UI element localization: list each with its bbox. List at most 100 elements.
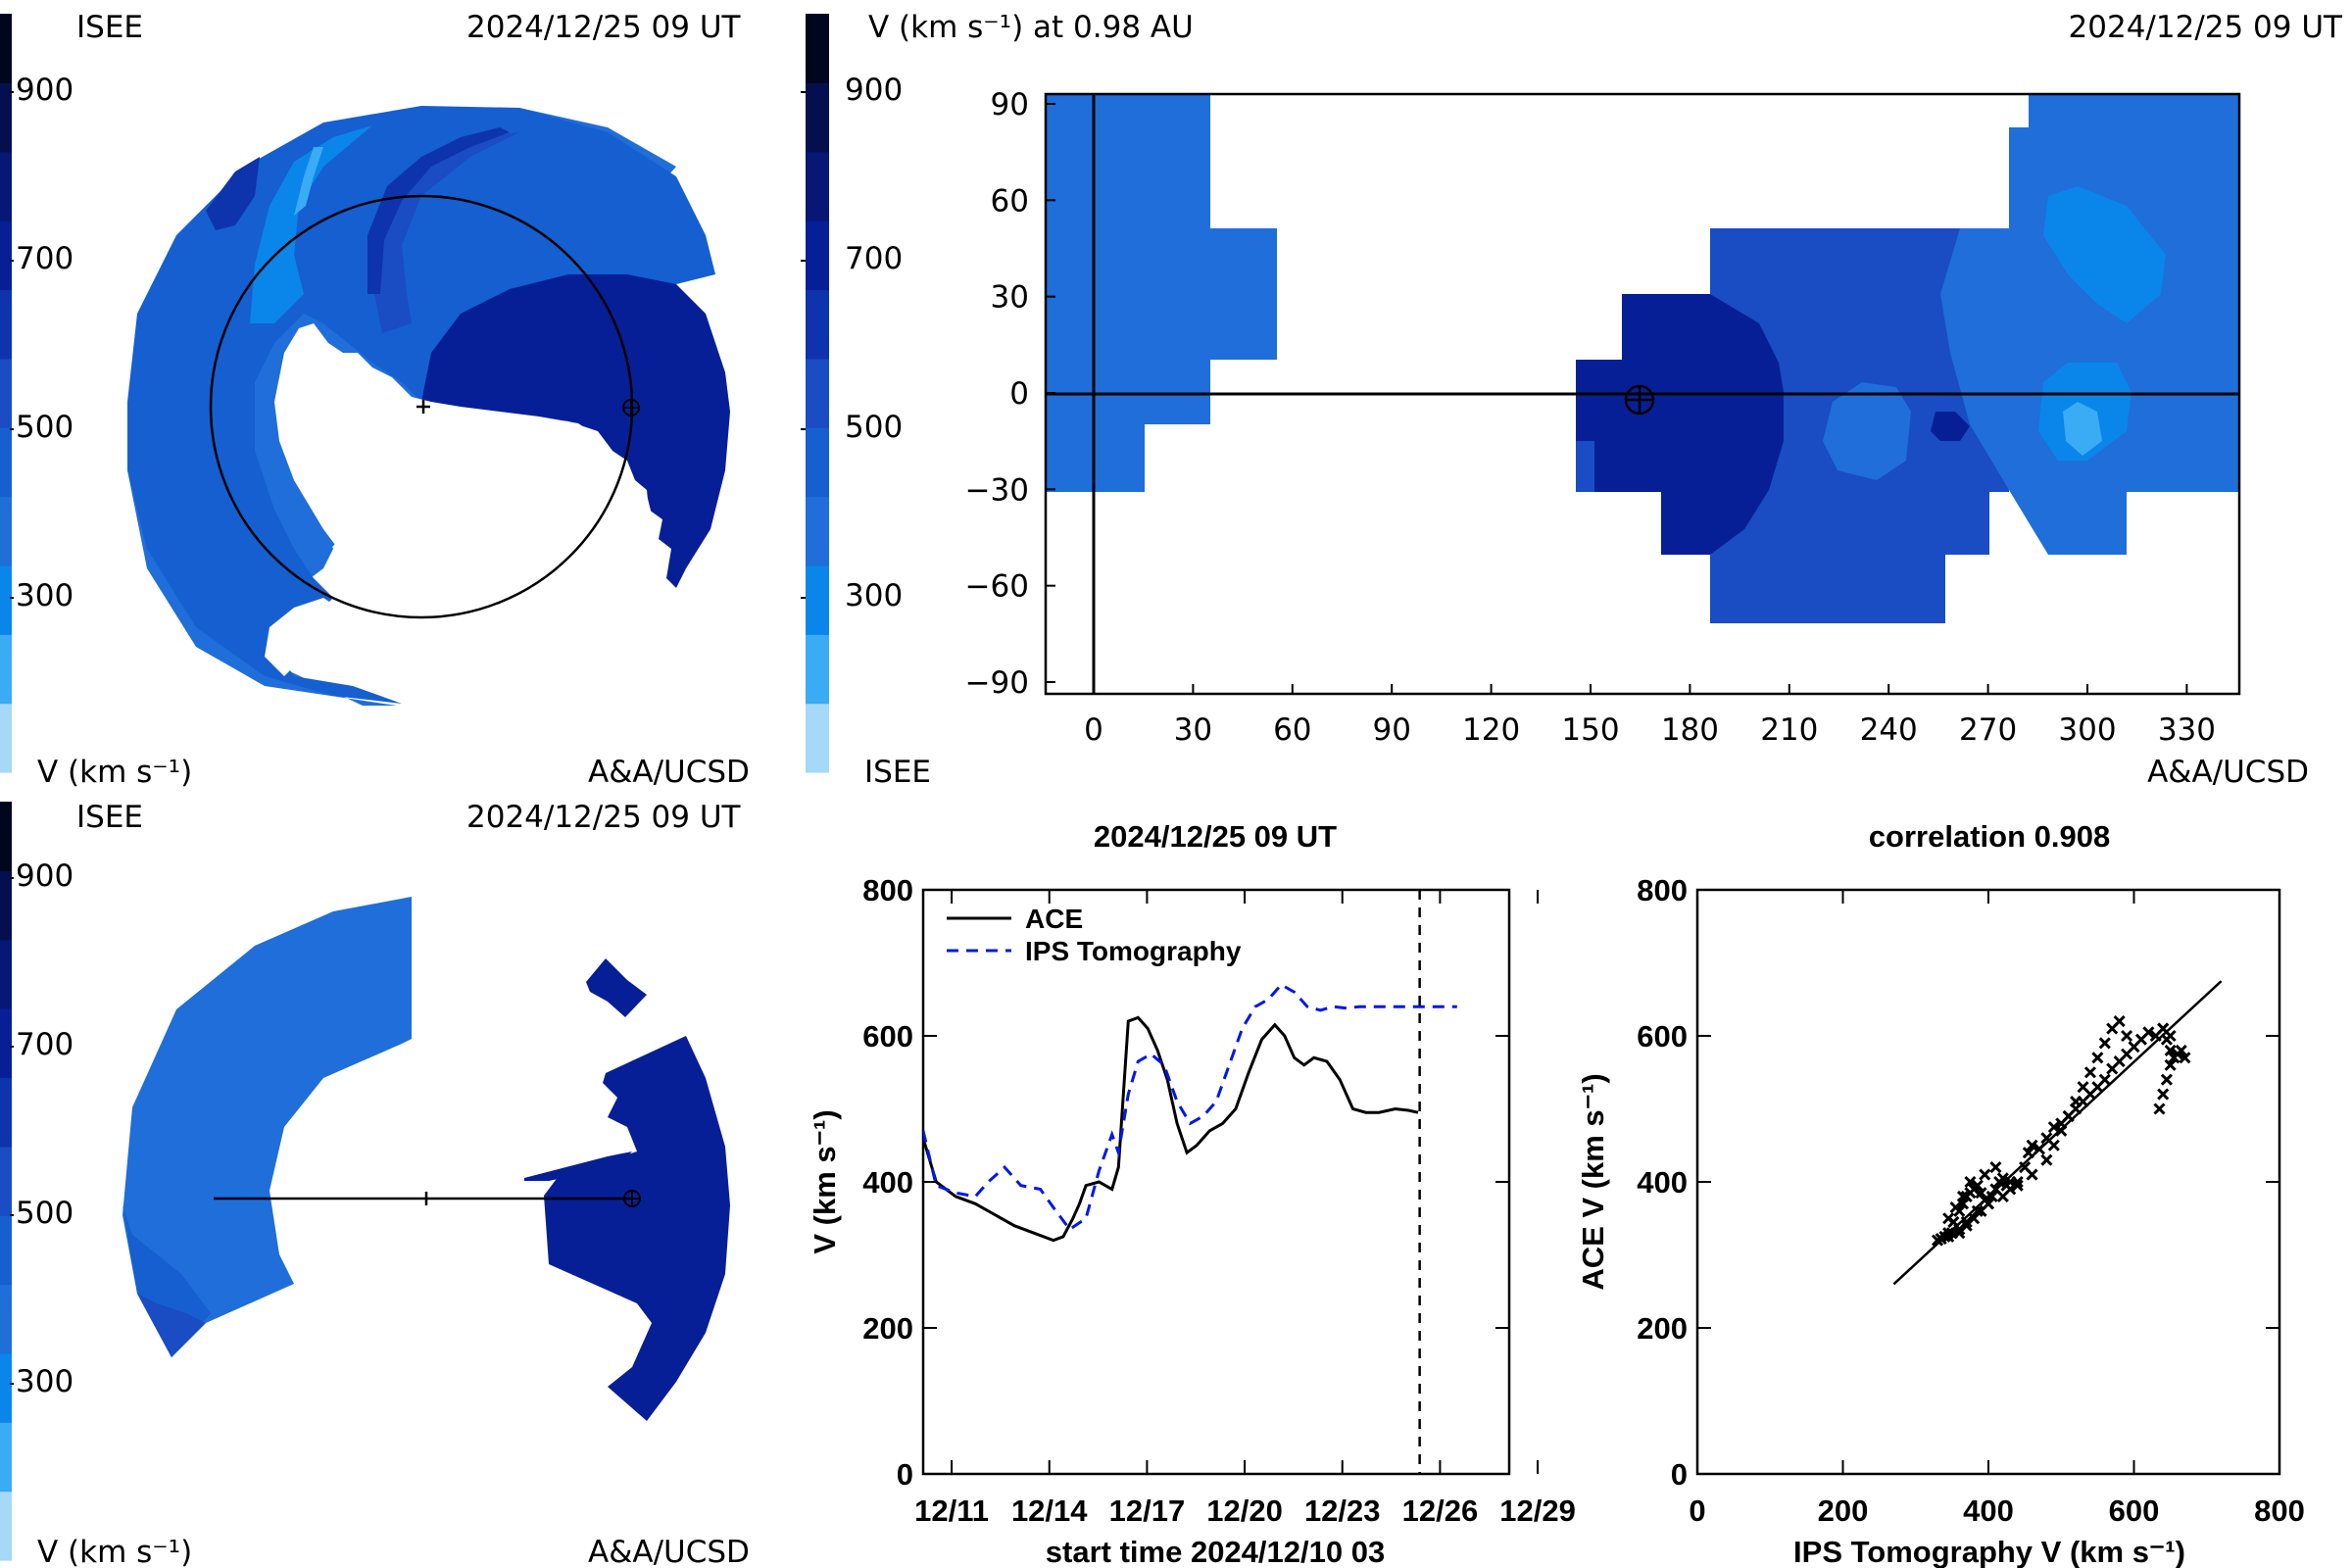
scatter-axes: 0 200 400 600 800 0 200 400 600 800 — [1637, 873, 2305, 1528]
timeseries-title: 2024/12/25 09 UT — [1094, 819, 1337, 854]
x-tick-label: 270 — [1959, 712, 2017, 748]
colorbar-tick-label: 700 — [16, 241, 74, 276]
colorbar-tick-label: 500 — [16, 410, 74, 445]
scatter-points — [1931, 1015, 2191, 1247]
y-tick-label: 0 — [1009, 376, 1029, 412]
colorbar-band — [0, 802, 12, 871]
colorbar-bottom-left: 900 700 500 300 — [0, 802, 74, 1561]
x-tick-label: 0 — [1689, 1494, 1705, 1528]
series-line-ace — [923, 1015, 1419, 1243]
scatter-point — [2142, 1026, 2155, 1039]
scatter-point — [2077, 1081, 2089, 1094]
colorbar-band — [0, 82, 12, 153]
timeseries-legend: ACE IPS Tomography — [947, 904, 1242, 966]
colorbar-unit-label: V (km s⁻¹) — [37, 1535, 192, 1568]
scatter-point — [1956, 1190, 1970, 1202]
colorbar-bands — [806, 14, 829, 773]
speed-region-fast-cap — [206, 157, 260, 230]
x-tick-label: 12/20 — [1206, 1494, 1283, 1528]
x-tick-label: 600 — [2109, 1494, 2160, 1528]
colorbar-tick-label: 300 — [16, 578, 74, 613]
y-tick-label: −90 — [965, 665, 1029, 701]
colorbar-tick-label: 300 — [845, 578, 903, 613]
scatter-point — [2026, 1168, 2038, 1181]
y-tick-label: −60 — [965, 569, 1029, 605]
colorbar-band — [806, 496, 829, 566]
colorbar-top-left: 900 700 500 300 — [0, 14, 74, 773]
speed-region-arc-faint — [294, 147, 323, 216]
y-tick-label: 400 — [862, 1165, 913, 1200]
colorbar-band — [0, 427, 12, 498]
speed-region-right-spike — [524, 1152, 632, 1181]
map-x-axis: 0 30 60 90 120 150 180 210 240 270 300 330 — [1084, 684, 2216, 748]
y-tick-label: 800 — [1637, 873, 1688, 907]
scatter-point — [2164, 1029, 2177, 1043]
colorbar-bands — [0, 802, 12, 1561]
scatter-x-label: IPS Tomography V (km s⁻¹) — [1793, 1535, 2185, 1568]
colorbar-band — [806, 151, 829, 221]
x-tick-label: 12/11 — [914, 1494, 989, 1528]
scatter-point — [1971, 1204, 1984, 1217]
x-tick-label: 90 — [1372, 712, 1410, 748]
scatter-point — [1982, 1198, 1995, 1210]
y-tick-label: 600 — [1637, 1019, 1688, 1054]
colorbar-band — [0, 14, 12, 83]
map-region-left — [1046, 94, 1277, 492]
timeseries-x-label: start time 2024/12/10 03 — [1046, 1535, 1385, 1568]
timeseries-frame — [921, 888, 1511, 1476]
panel-timestamp: 2024/12/25 09 UT — [466, 800, 742, 835]
scatter-frame — [1695, 888, 2281, 1476]
scatter-point — [2040, 1153, 2053, 1166]
scatter-point — [2157, 1088, 2170, 1101]
scatter-point — [2055, 1124, 2068, 1137]
earth-marker — [622, 399, 640, 416]
colorbar-tick-label: 500 — [845, 410, 903, 445]
x-tick-label: 30 — [1174, 712, 1212, 748]
scatter-point — [2004, 1175, 2017, 1189]
scatter-point — [1942, 1212, 1955, 1225]
scatter-point — [2033, 1143, 2046, 1155]
heliosphere-view-ecliptic — [127, 106, 730, 706]
scatter-point — [1975, 1187, 1987, 1200]
colorbar-band — [806, 14, 829, 83]
map-region-light-patch — [1823, 382, 1911, 480]
colorbar-top-right: 900 700 500 300 — [801, 14, 903, 773]
scatter-point — [2113, 1015, 2126, 1028]
colorbar-band — [0, 1284, 12, 1354]
colorbar-band — [0, 496, 12, 566]
scatter-point — [2091, 1052, 2104, 1064]
colorbar-band — [0, 1077, 12, 1148]
y-tick-label: 200 — [862, 1311, 913, 1346]
colorbar-band — [806, 220, 829, 291]
credit-label: A&A/UCSD — [2147, 755, 2309, 790]
x-tick-label: 150 — [1561, 712, 1619, 748]
scatter-point — [2160, 1073, 2173, 1086]
scatter-point — [2070, 1095, 2082, 1108]
panel-label-isee: ISEE — [864, 755, 931, 790]
colorbar-tick-label: 900 — [16, 73, 74, 108]
scatter-y-label: ACE V (km s⁻¹) — [1576, 1073, 1610, 1290]
legend-label-ips-tomography: IPS Tomography — [1025, 936, 1242, 966]
map-region-fast — [1576, 294, 1784, 555]
colorbar-band — [806, 634, 829, 705]
scatter-title: correlation 0.908 — [1869, 819, 2110, 854]
scatter-point — [2153, 1102, 2166, 1115]
colorbar-tick-label: 500 — [16, 1196, 74, 1231]
x-tick-label: 120 — [1462, 712, 1520, 748]
x-tick-label: 12/29 — [1499, 1494, 1576, 1528]
map-title: V (km s⁻¹) at 0.98 AU — [868, 10, 1194, 45]
colorbar-band — [0, 1146, 12, 1216]
x-tick-label: 12/23 — [1304, 1494, 1381, 1528]
scatter-point — [2164, 1044, 2177, 1056]
scatter-point — [2175, 1044, 2187, 1056]
credit-label: A&A/UCSD — [588, 755, 750, 790]
colorbar-ticks: 900 700 500 300 — [10, 858, 74, 1399]
map-region-faint-patch — [2063, 402, 2102, 456]
timeseries-plot-area — [923, 890, 1457, 1474]
colorbar-band — [806, 82, 829, 153]
map-y-axis: 90 60 30 0 −30 −60 −90 — [965, 87, 1055, 701]
timeseries-axes: 12/11 12/14 12/17 12/20 12/23 12/26 12/29 0 200 4… — [862, 873, 1576, 1528]
y-tick-label: 90 — [991, 87, 1029, 122]
scatter-point — [2121, 1029, 2133, 1043]
earth-marker — [623, 1190, 641, 1207]
